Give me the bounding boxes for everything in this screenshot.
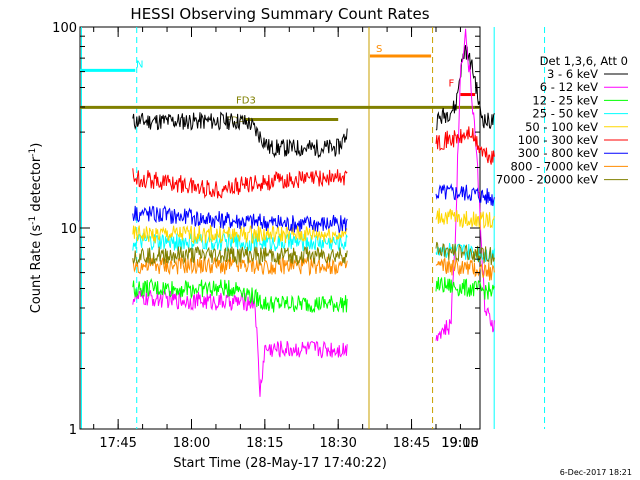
y-axis: 1 10 100 [52,21,480,438]
legend-header: Det 1,3,6, Att 0 [540,54,628,68]
x-tick-label-4: 18:45 [393,436,430,451]
flag-label-0: N [136,59,143,70]
x-tick-label-5: 19:00 [441,436,478,451]
flag-label-2: S [376,44,382,55]
x-axis-label: Start Time (28-May-17 17:40:22) [173,456,387,471]
y-tick-label-1: 10 [60,222,77,237]
y-tick-label-2: 100 [52,21,77,36]
x-tick-label-6: 19:15 [441,436,478,451]
series-2-segment-0 [132,277,348,313]
x-tick-label-2: 18:15 [246,436,283,451]
flag-label-4: FD4 [225,115,245,126]
series-5-segment-1 [435,126,495,165]
series-5 [132,126,495,199]
x-tick-label-3: 18:30 [319,436,356,451]
series-4 [132,208,495,245]
chart-title: HESSI Observing Summary Count Rates [130,5,429,23]
series-3-segment-0 [132,231,348,253]
series-group [132,28,495,397]
series-1 [132,28,495,397]
vertical-markers [80,27,546,429]
legend-label-4: 50 - 100 keV [525,120,598,134]
series-4-segment-0 [132,224,348,245]
series-2 [132,276,495,313]
y-tick-label-0: 1 [69,423,77,438]
series-7-segment-1 [435,257,495,281]
series-5-segment-0 [132,168,348,199]
x-tick-label-0: 17:45 [99,436,136,451]
series-0-segment-0 [132,111,348,159]
legend-label-1: 6 - 12 keV [540,80,598,94]
series-8 [132,241,495,266]
series-6 [132,183,495,233]
flag-lines: N S FD3 FD4 F [80,44,480,126]
series-0 [132,44,495,159]
flag-label-5: F [448,79,454,90]
x-tick-label-1: 18:00 [173,436,210,451]
series-0-segment-1 [435,44,495,131]
legend-label-7: 800 - 7000 keV [510,159,598,173]
series-1-segment-0 [132,289,348,397]
series-4-segment-1 [435,208,495,231]
legend-label-0: 3 - 6 keV [547,67,598,81]
legend-label-2: 12 - 25 keV [532,93,598,107]
y-axis-label: Count Rate (s-1 detector-1) [28,143,44,314]
legend-label-3: 25 - 50 keV [532,107,598,121]
plot-frame [79,26,481,430]
series-8-segment-1 [435,241,495,266]
legend-label-6: 300 - 800 keV [518,146,598,160]
flag-label-3: FD3 [236,95,256,106]
legend-label-8: 7000 - 20000 keV [496,173,598,187]
series-2-segment-1 [435,276,495,300]
series-1-segment-1 [435,28,495,342]
legend-label-5: 100 - 300 keV [518,133,598,147]
series-6-segment-1 [435,183,495,207]
footer-timestamp: 6-Dec-2017 18:21 [560,468,632,477]
series-6-segment-0 [132,205,348,233]
series-8-segment-0 [132,245,348,266]
